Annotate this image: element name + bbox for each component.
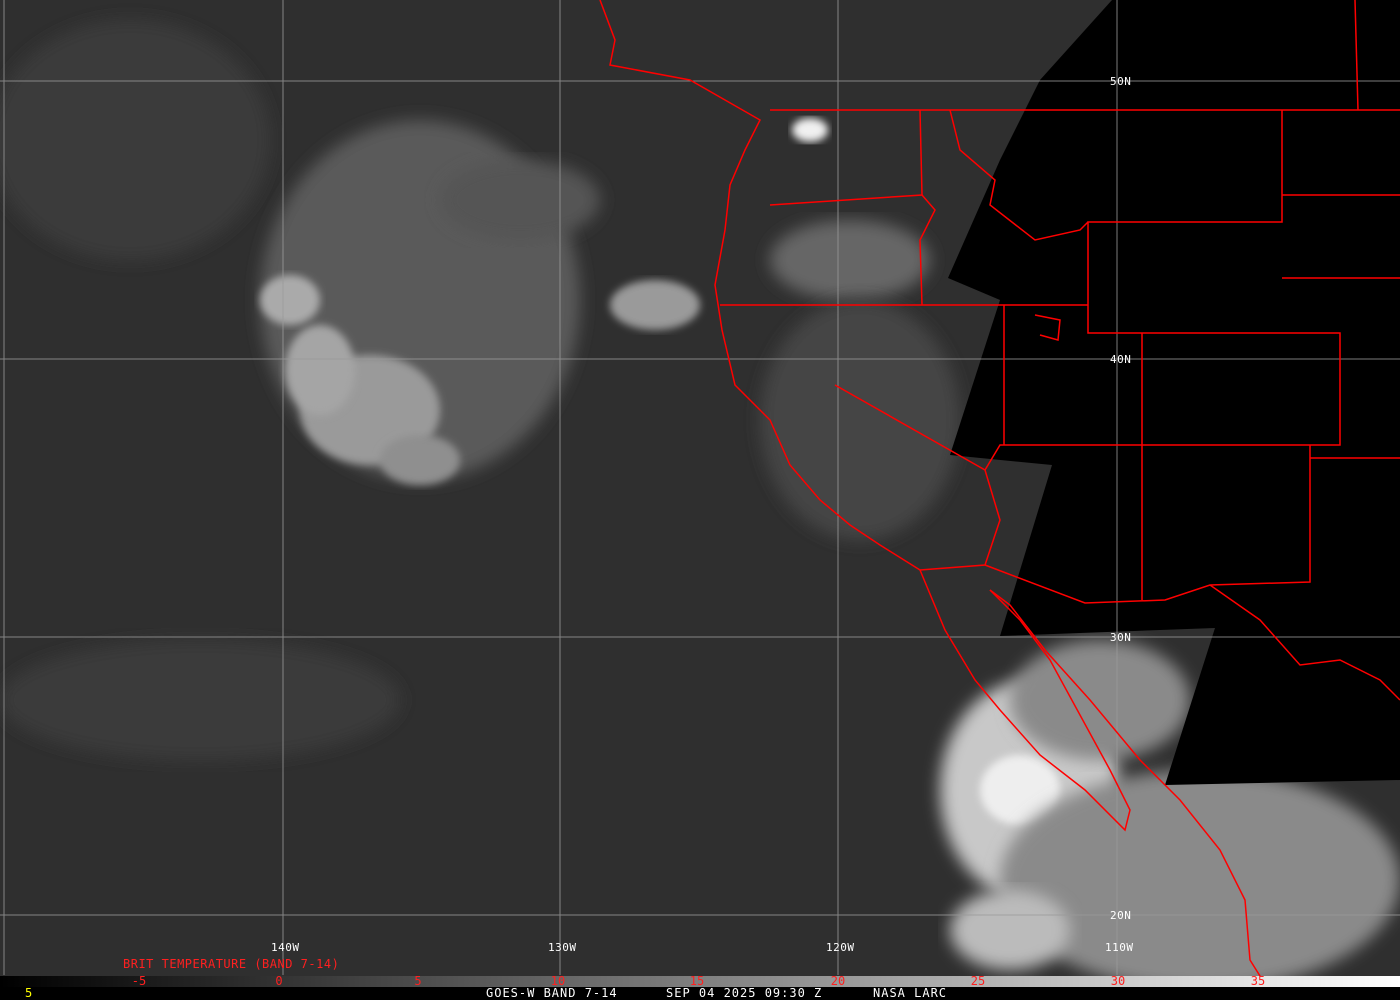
cloud-field [0,20,1400,990]
footer-product: GOES-W BAND 7-14 [486,986,618,1000]
lon-label-120w: 120W [826,941,855,954]
colorbar-tick: 10 [550,974,566,988]
colorbar [0,976,1400,987]
lat-label-50n: 50N [1110,75,1132,88]
lon-label-140w: 140W [271,941,300,954]
lat-label-20n: 20N [1110,909,1132,922]
colorbar-label: BRIT TEMPERATURE (BAND 7-14) [123,957,340,971]
footer-bar: 5 GOES-W BAND 7-14 SEP 04 2025 09:30 Z N… [0,987,1400,1000]
colorbar-tick: 0 [275,974,283,988]
graticule [0,0,1400,975]
no-data-region [948,0,1400,785]
lat-label-40n: 40N [1110,353,1132,366]
lat-label-30n: 30N [1110,631,1132,644]
footer-left-value: 5 [25,986,34,1000]
colorbar-tick: 15 [689,974,705,988]
colorbar-tick: 30 [1110,974,1126,988]
colorbar-tick: 5 [414,974,422,988]
political-borders [599,0,1400,1000]
colorbar-tick: -5 [131,974,147,988]
colorbar-tick: 35 [1250,974,1266,988]
lon-label-110w: 110W [1105,941,1134,954]
colorbar-tick: 20 [830,974,846,988]
lon-label-130w: 130W [548,941,577,954]
footer-datetime: SEP 04 2025 09:30 Z [666,986,823,1000]
colorbar-tick: 25 [970,974,986,988]
footer-source: NASA LARC [873,986,948,1000]
